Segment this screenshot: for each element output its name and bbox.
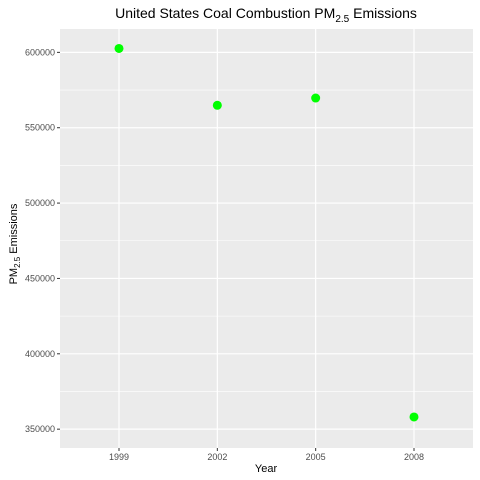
data-points [114, 43, 419, 422]
data-point [212, 100, 222, 110]
y-tick-label: 550000 [25, 123, 55, 133]
x-tick-label: 1999 [109, 452, 129, 462]
plot-panel [60, 29, 473, 448]
y-axis-title-end: Emissions [8, 203, 20, 257]
y-tick-label: 600000 [25, 47, 55, 57]
axis-ticks [57, 51, 415, 451]
x-tick-label: 2005 [306, 452, 326, 462]
x-axis-title: Year [255, 463, 278, 475]
y-axis-title-main: PM [8, 268, 20, 285]
data-point [311, 93, 321, 103]
minor-gridlines [60, 89, 473, 392]
x-tick-label: 2002 [207, 452, 227, 462]
x-axis-tick-labels: 1999 2002 2005 2008 [109, 452, 424, 462]
y-tick-label: 500000 [25, 198, 55, 208]
data-point [114, 43, 124, 53]
x-tick-label: 2008 [404, 452, 424, 462]
chart-title-subscript: 2.5 [335, 14, 349, 25]
y-tick-label: 350000 [25, 424, 55, 434]
chart-title: United States Coal Combustion PM2.5 Emis… [115, 5, 417, 25]
chart-title-end: Emissions [349, 5, 417, 21]
y-axis-tick-labels: 350000 400000 450000 500000 550000 600000 [25, 47, 55, 434]
data-point [409, 412, 419, 422]
y-axis-title: PM2.5 Emissions [8, 203, 22, 284]
y-axis-title-subscript: 2.5 [13, 256, 22, 268]
chart-title-main: United States Coal Combustion PM [115, 5, 335, 21]
y-tick-label: 450000 [25, 273, 55, 283]
major-gridlines [60, 29, 473, 448]
y-tick-label: 400000 [25, 349, 55, 359]
